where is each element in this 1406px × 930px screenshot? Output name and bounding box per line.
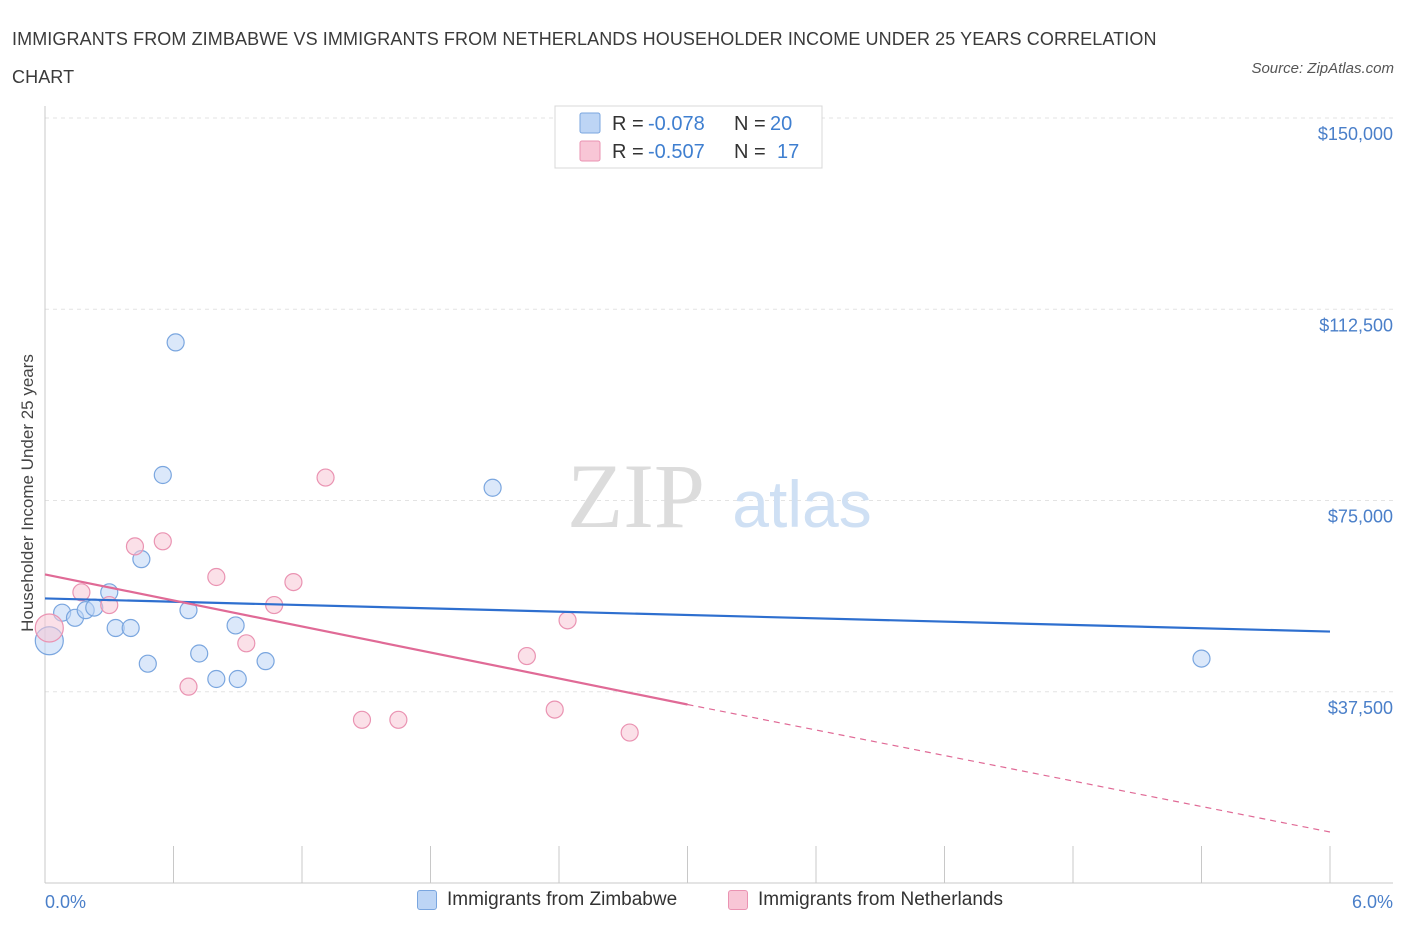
data-point-netherlands <box>72 583 91 602</box>
watermark-atlas: atlas <box>732 467 871 541</box>
data-point-zimbabwe <box>256 652 275 671</box>
trend-lines <box>44 573 1331 833</box>
x-tick-labels: 0.0% 6.0% <box>45 892 1393 912</box>
data-point-netherlands <box>153 532 172 551</box>
y-tick-label: $37,500 <box>1328 698 1393 718</box>
data-point-netherlands <box>207 567 226 587</box>
data-point-netherlands <box>545 700 564 719</box>
legend-label-netherlands: Immigrants from Netherlands <box>758 889 1003 910</box>
legend-r-label: R = <box>612 113 644 135</box>
data-point-netherlands <box>558 611 577 630</box>
x-tick-label-max: 6.0% <box>1352 892 1393 912</box>
legend-swatch-netherlands <box>579 140 601 162</box>
watermark: ZIP atlas <box>567 445 872 547</box>
grid-lines <box>45 117 1393 693</box>
data-point-netherlands <box>179 677 198 696</box>
data-point-zimbabwe <box>1192 649 1211 668</box>
legend-label-zimbabwe: Immigrants from Zimbabwe <box>447 889 678 910</box>
data-point-netherlands <box>517 646 536 666</box>
legend-n-label: N = <box>734 113 766 135</box>
trend-line-netherlands-extrapolated <box>687 703 1331 833</box>
series-legend: Immigrants from Zimbabwe Immigrants from… <box>0 889 1406 917</box>
data-point-netherlands <box>284 572 303 592</box>
data-point-zimbabwe <box>166 333 185 352</box>
data-point-netherlands <box>389 710 408 729</box>
data-point-zimbabwe <box>85 598 104 617</box>
data-point-netherlands <box>620 723 639 742</box>
stats-legend: R = -0.078 N = 20 R = -0.507 N = 17 <box>554 105 823 169</box>
data-point-zimbabwe <box>226 616 245 635</box>
legend-n-value-zimbabwe: 20 <box>770 113 792 135</box>
data-point-zimbabwe <box>207 669 226 689</box>
data-point-zimbabwe <box>483 478 502 497</box>
trend-line-netherlands <box>44 573 688 706</box>
legend-r-value-netherlands: -0.507 <box>648 141 705 163</box>
data-point-zimbabwe <box>228 669 247 689</box>
data-point-zimbabwe <box>190 644 209 663</box>
data-point-zimbabwe <box>138 654 157 673</box>
data-point-netherlands <box>34 613 64 643</box>
data-point-zimbabwe <box>153 465 172 485</box>
chart-title: IMMIGRANTS FROM ZIMBABWE VS IMMIGRANTS F… <box>12 29 1157 87</box>
legend-r-label: R = <box>612 141 644 163</box>
y-tick-label: $112,500 <box>1319 315 1393 335</box>
data-point-zimbabwe <box>121 618 140 638</box>
y-tick-label: $150,000 <box>1318 124 1393 144</box>
data-point-netherlands <box>316 468 335 487</box>
data-point-netherlands <box>125 537 145 556</box>
legend-swatch-zimbabwe <box>579 112 601 134</box>
source-label: Source: ZipAtlas.com <box>1251 60 1394 77</box>
legend-n-label: N = <box>734 141 766 163</box>
legend-swatch-netherlands <box>728 890 748 910</box>
series-netherlands-points <box>34 468 639 742</box>
legend-swatch-zimbabwe <box>417 890 437 910</box>
data-point-netherlands <box>237 634 256 653</box>
legend-r-value-zimbabwe: -0.078 <box>648 113 705 135</box>
legend-n-value-netherlands: 17 <box>777 141 799 163</box>
legend-item-netherlands: Immigrants from Netherlands <box>728 889 1003 911</box>
watermark-zip: ZIP <box>567 445 705 547</box>
legend-item-zimbabwe: Immigrants from Zimbabwe <box>417 889 677 911</box>
data-point-netherlands <box>352 710 372 729</box>
y-tick-label: $75,000 <box>1328 507 1393 527</box>
y-tick-labels: $37,500 $75,000 $112,500 $150,000 <box>1318 124 1393 718</box>
x-tick-label-min: 0.0% <box>45 892 86 912</box>
trend-line-zimbabwe <box>44 597 1331 633</box>
axes <box>44 106 1393 884</box>
y-axis-label: Householder Income Under 25 years <box>18 354 37 632</box>
